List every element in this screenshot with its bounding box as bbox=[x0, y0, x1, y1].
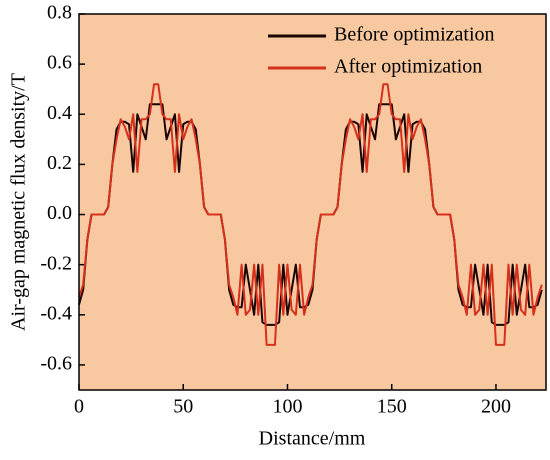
y-tick-label: 0.0 bbox=[47, 202, 72, 224]
y-tick-label: -0.4 bbox=[40, 302, 72, 324]
y-axis-label: Air-gap magnetic flux density/T bbox=[8, 73, 30, 331]
x-tick-label: 200 bbox=[481, 396, 511, 418]
legend-label: Before optimization bbox=[334, 24, 495, 46]
x-tick-label: 50 bbox=[173, 396, 193, 418]
y-tick-label: 0.8 bbox=[47, 2, 72, 24]
x-tick-label: 150 bbox=[377, 396, 407, 418]
plot-background bbox=[79, 14, 546, 390]
y-tick-label: -0.2 bbox=[40, 252, 72, 274]
series-line bbox=[78, 83, 543, 346]
y-tick-label: 0.6 bbox=[47, 52, 72, 74]
x-axis-label: Distance/mm bbox=[259, 428, 366, 450]
y-tick-label: 0.4 bbox=[47, 102, 72, 124]
y-tick-label: 0.2 bbox=[47, 152, 72, 174]
x-tick-label: 0 bbox=[74, 396, 84, 418]
y-tick-label: -0.6 bbox=[40, 353, 72, 375]
plot-frame bbox=[78, 13, 547, 391]
legend-label: After optimization bbox=[334, 56, 482, 78]
x-tick-label: 100 bbox=[272, 396, 302, 418]
